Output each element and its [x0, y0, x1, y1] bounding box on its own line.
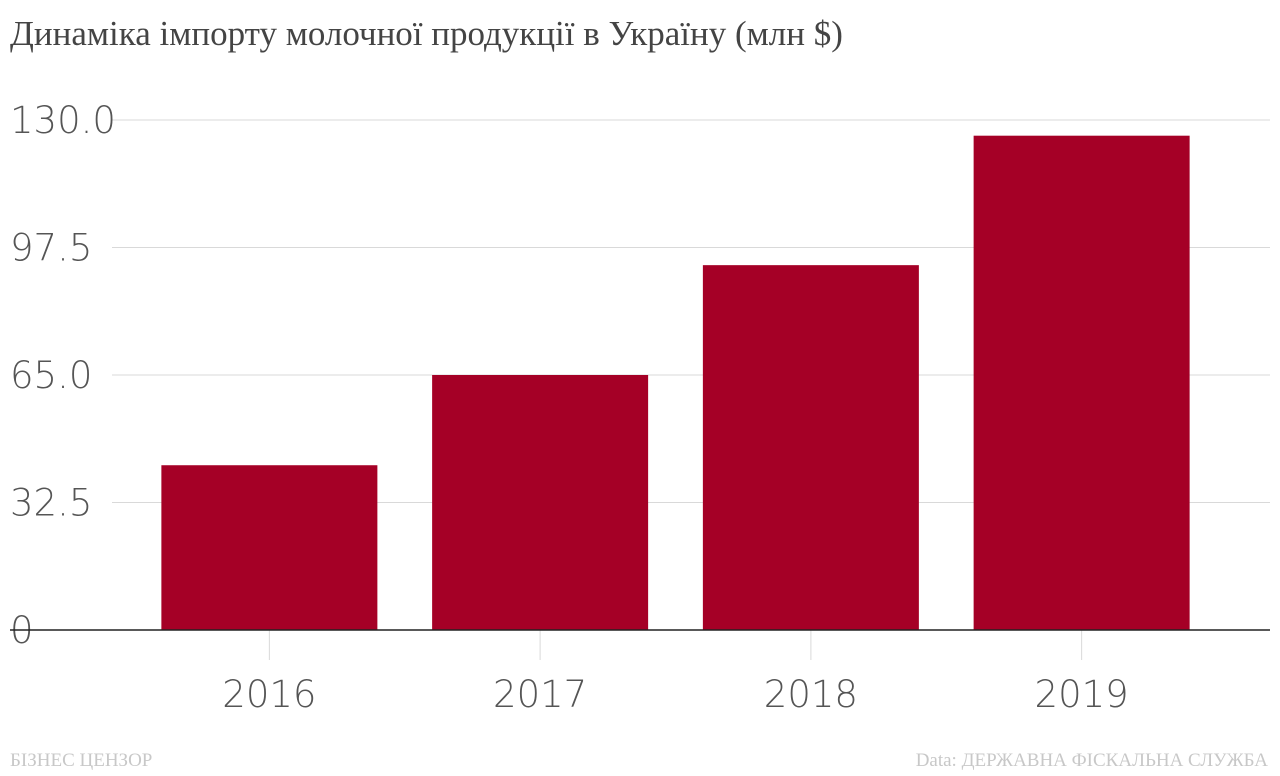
source-label: Data: ДЕРЖАВНА ФІСКАЛЬНА СЛУЖБА: [915, 750, 1268, 771]
x-tick-label: 2019: [1035, 673, 1129, 716]
y-tick-label: 97.5: [10, 227, 92, 270]
chart-title: Динаміка імпорту молочної продукції в Ук…: [10, 14, 843, 53]
x-tick-label: 2017: [493, 673, 587, 716]
bar-2017: [432, 375, 649, 630]
bar-2019: [973, 135, 1190, 630]
bar-2016: [161, 465, 378, 630]
x-tick-label: 2016: [222, 673, 316, 716]
bar-2018: [702, 265, 919, 630]
brand-label: БІЗНЕС ЦЕНЗОР: [10, 750, 153, 771]
y-tick-label: 130.0: [10, 99, 116, 142]
y-tick-label: 65.0: [10, 354, 92, 397]
x-tick-label: 2018: [764, 673, 858, 716]
y-tick-label: 32.5: [10, 482, 92, 525]
bars: [161, 135, 1190, 630]
